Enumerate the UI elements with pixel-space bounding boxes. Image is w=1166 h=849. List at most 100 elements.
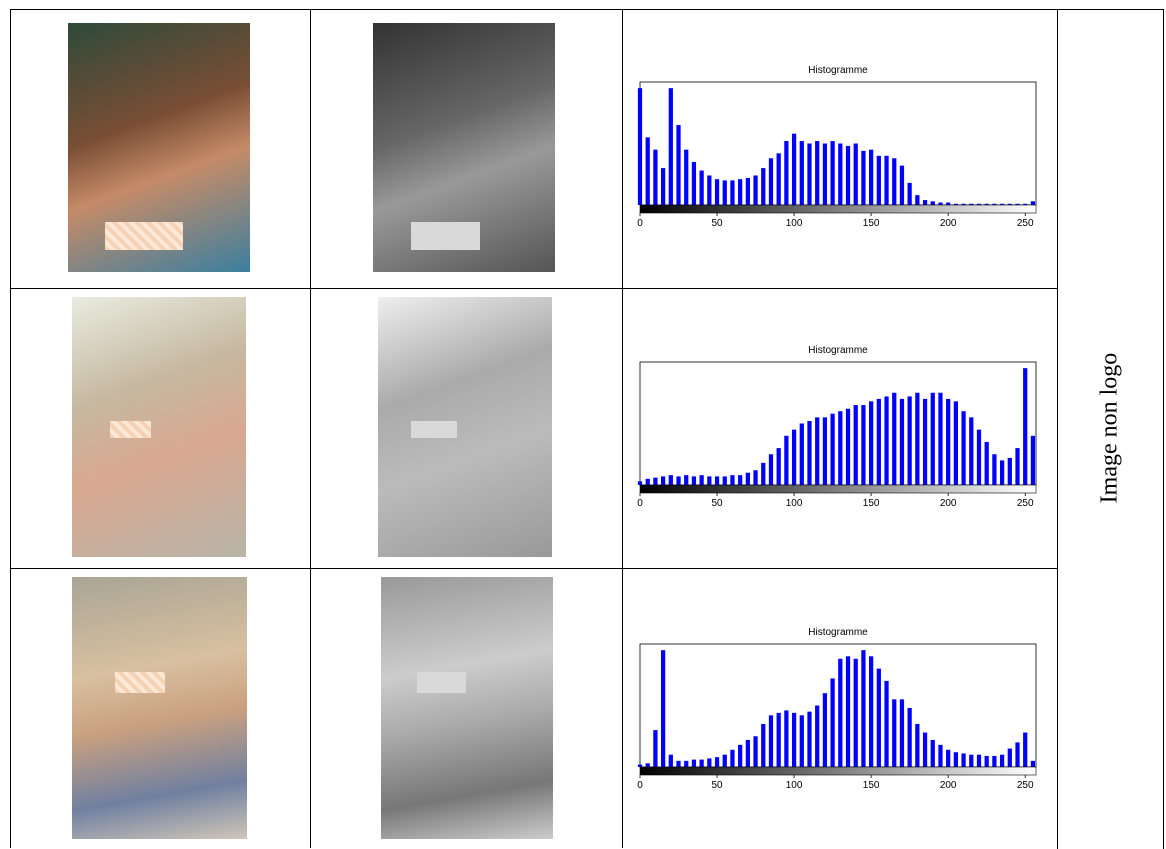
bar (768, 715, 774, 767)
bar (830, 413, 835, 485)
bar (1007, 457, 1012, 485)
bar (822, 417, 828, 485)
bar (1015, 742, 1020, 767)
bar (784, 435, 789, 485)
bar (684, 475, 689, 485)
bar (776, 153, 781, 205)
x-tick-label: 0 (637, 218, 643, 229)
bar (791, 429, 797, 485)
bar (807, 143, 812, 205)
bar (799, 423, 804, 485)
bar (707, 758, 712, 767)
x-tick-label: 50 (711, 780, 723, 791)
bar (691, 759, 697, 767)
plot-area (639, 643, 1037, 768)
x-tick-label: 250 (1017, 218, 1034, 229)
bar (645, 478, 650, 485)
bar (738, 744, 743, 767)
bar (938, 392, 943, 485)
bar (722, 476, 727, 485)
bar (691, 161, 697, 205)
x-tick-label: 100 (786, 498, 803, 509)
x-tick-label: 0 (637, 780, 643, 791)
bar (1030, 435, 1036, 485)
censor-patch (110, 421, 151, 438)
bar (653, 149, 658, 205)
bar (784, 710, 789, 767)
bar (660, 650, 666, 767)
bar (653, 730, 658, 767)
bar (961, 753, 966, 767)
bar (676, 476, 681, 485)
bar (637, 764, 643, 767)
bar (938, 202, 943, 205)
plot-area (639, 361, 1037, 486)
bar (784, 141, 789, 205)
bar (969, 417, 974, 485)
x-tick-label: 50 (711, 218, 723, 229)
bar (853, 405, 858, 485)
bar (845, 408, 851, 485)
bar (953, 752, 958, 767)
bar (946, 398, 951, 485)
censor-patch (411, 222, 480, 250)
bar (730, 749, 735, 767)
bar (907, 182, 912, 205)
bar (938, 744, 943, 767)
chart-title: Histogramme (808, 345, 868, 356)
bar (714, 476, 720, 485)
bar (907, 396, 912, 485)
bar (984, 203, 989, 205)
bar (691, 476, 697, 485)
bar (807, 421, 812, 485)
photo (378, 297, 552, 557)
chart-title: Histogramme (808, 627, 868, 638)
bar (899, 398, 905, 485)
bar (815, 705, 820, 767)
x-tick-label: 250 (1017, 780, 1034, 791)
x-tick-label: 100 (786, 780, 803, 791)
bar (730, 475, 735, 485)
bar (922, 398, 928, 485)
colorbar (639, 766, 1037, 776)
bar (668, 754, 673, 767)
photo (72, 297, 246, 557)
bar (807, 711, 812, 767)
censor-patch (105, 222, 183, 250)
bar (876, 155, 881, 205)
bar (984, 755, 989, 767)
bar (946, 749, 951, 767)
bar (915, 195, 920, 205)
bar (869, 401, 874, 485)
bar (745, 472, 750, 485)
photo (381, 577, 553, 839)
bar (999, 460, 1005, 485)
bar (1015, 203, 1020, 205)
bar (953, 401, 958, 485)
x-tick-label: 150 (863, 498, 880, 509)
bar (761, 723, 766, 767)
bar (915, 723, 920, 767)
bar (676, 125, 681, 205)
bar (684, 149, 689, 205)
colorbar (639, 204, 1037, 214)
histogram: Histogramme 0 50 100 150 200 250 (637, 627, 1037, 791)
bar (1023, 368, 1028, 485)
bar (730, 180, 735, 205)
bar (815, 141, 820, 205)
cell (622, 9, 1058, 289)
bar (676, 760, 681, 767)
bar (1023, 732, 1028, 767)
bar (653, 477, 658, 485)
bar (822, 693, 828, 767)
bar (799, 715, 804, 767)
bar (922, 732, 928, 767)
bar (976, 203, 982, 205)
side-label: Image non logo (1096, 352, 1123, 504)
bar (714, 179, 720, 205)
bar (946, 202, 951, 205)
bar (853, 658, 858, 767)
bar (969, 754, 974, 767)
cell (1057, 9, 1164, 849)
